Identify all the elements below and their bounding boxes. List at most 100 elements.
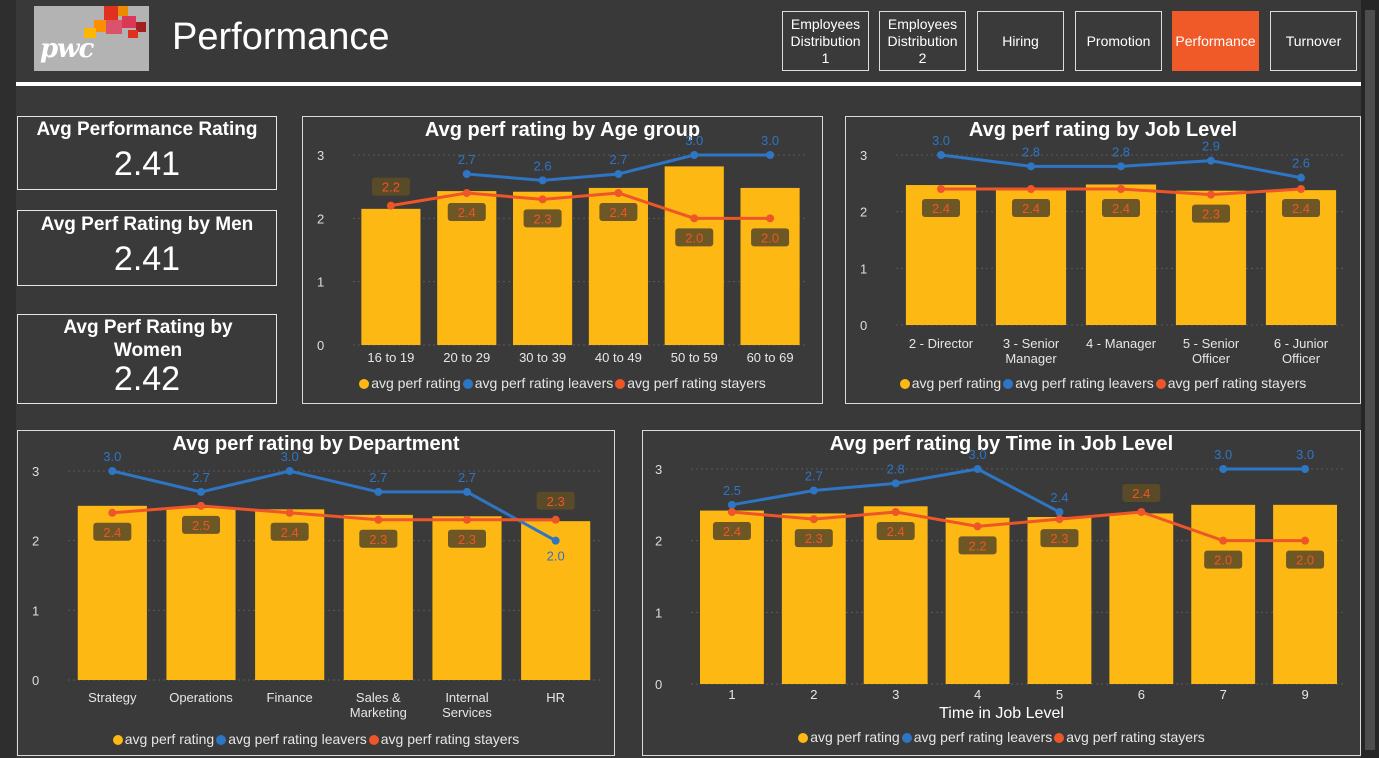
legend-dot-icon: [798, 733, 809, 743]
data-label-stayers: 2.3: [1050, 531, 1068, 546]
legend-label: avg perf rating: [911, 375, 1002, 391]
line-leavers: [111, 469, 557, 542]
legend-item-avg-perf-rating[interactable]: avg perf rating: [112, 731, 215, 747]
point-stayers: [386, 201, 395, 210]
point-stayers: [937, 185, 945, 193]
data-label-stayers: 2.3: [1202, 207, 1220, 222]
y-tick-label: 0: [655, 677, 662, 692]
y-tick-label: 2: [32, 534, 39, 549]
data-label-stayers: 2.2: [382, 180, 400, 195]
scrollbar[interactable]: [1361, 0, 1379, 758]
point-leavers: [108, 467, 117, 475]
label-box: [599, 203, 638, 221]
nav-employees-distribution-1[interactable]: Employees Distribution 1: [782, 11, 869, 71]
point-stayers: [766, 214, 775, 223]
legend-item-avg-perf-rating-stayers[interactable]: avg perf rating stayers: [368, 731, 519, 747]
data-label-stayers: 2.2: [969, 538, 987, 553]
point-stayers: [1027, 185, 1035, 193]
nav-employees-distribution-2[interactable]: Employees Distribution 2: [879, 11, 966, 71]
legend-item-avg-perf-rating-stayers[interactable]: avg perf rating stayers: [615, 375, 766, 391]
category-label: 60 to 69: [747, 350, 794, 365]
nav-promotion[interactable]: Promotion: [1075, 11, 1162, 71]
category-label: 5: [1056, 687, 1063, 702]
point-stayers: [197, 501, 205, 510]
y-tick-label: 0: [32, 673, 39, 688]
legend-item-avg-perf-rating[interactable]: avg perf rating: [798, 729, 900, 745]
data-label-leavers: 2.7: [192, 470, 210, 485]
data-label-leavers: 3.0: [1296, 447, 1314, 462]
point-leavers: [690, 151, 699, 159]
chart-title: Avg perf rating by Job Level: [968, 119, 1238, 141]
data-label-stayers: 2.0: [1296, 553, 1314, 568]
data-label-leavers: 3.0: [969, 447, 987, 462]
logo-wordmark: pwc: [40, 34, 94, 64]
label-box: [1102, 199, 1140, 217]
legend-item-avg-perf-rating[interactable]: avg perf rating: [359, 375, 461, 391]
point-stayers: [1301, 536, 1310, 545]
chart-legend: avg perf rating avg perf rating leavers av…: [18, 731, 614, 747]
legend-item-avg-perf-rating-leavers[interactable]: avg perf rating leavers: [462, 375, 613, 391]
label-box: [1122, 484, 1161, 502]
data-label-stayers: 2.0: [761, 230, 779, 245]
chart-department: Avg perf rating by Department 0 1 2 3 3.0 2.7…: [17, 430, 615, 756]
scrollbar-thumb[interactable]: [1365, 10, 1375, 750]
legend-item-avg-perf-rating-leavers[interactable]: avg perf rating leavers: [1003, 375, 1154, 391]
category-label: 1: [728, 687, 735, 702]
kpi-value: 2.41: [113, 145, 181, 183]
bar-60-to-69: [740, 187, 800, 345]
point-leavers: [462, 170, 471, 178]
legend-item-avg-perf-rating-stayers[interactable]: avg perf rating stayers: [1054, 729, 1205, 745]
kpi-label: Avg Perf Rating by Men: [40, 214, 254, 235]
data-label-leavers: 2.0: [547, 549, 565, 564]
category-label: 2: [810, 687, 817, 702]
nav-performance[interactable]: Performance: [1172, 11, 1259, 71]
header-divider: [16, 82, 1361, 86]
legend-item-avg-perf-rating-leavers[interactable]: avg perf rating leavers: [901, 729, 1052, 745]
legend-item-avg-perf-rating-stayers[interactable]: avg perf rating stayers: [1155, 375, 1306, 391]
data-label-leavers: 2.9: [1202, 139, 1220, 154]
label-box: [1282, 199, 1320, 217]
point-leavers: [1027, 162, 1035, 171]
category-label: 4: [974, 687, 981, 702]
nav-hiring[interactable]: Hiring: [977, 11, 1064, 71]
chart-title: Avg perf rating by Age group: [424, 119, 701, 141]
point-stayers: [614, 189, 623, 197]
point-leavers: [1297, 173, 1305, 182]
label-box: [1012, 199, 1050, 217]
category-label: 7: [1220, 687, 1227, 702]
category-label: Sales &: [356, 690, 401, 705]
data-label-stayers: 2.4: [1132, 486, 1150, 501]
point-stayers: [1055, 515, 1064, 524]
legend-dot-icon: [216, 735, 227, 745]
legend-item-avg-perf-rating-leavers[interactable]: avg perf rating leavers: [216, 731, 367, 747]
y-tick-label: 3: [317, 148, 324, 163]
point-leavers: [937, 151, 945, 159]
point-leavers: [551, 536, 560, 545]
left-border: [0, 0, 16, 758]
label-box: [922, 199, 960, 217]
category-label-line2: Services: [442, 705, 492, 720]
data-label-leavers: 2.4: [1050, 490, 1068, 505]
nav-turnover[interactable]: Turnover: [1270, 11, 1357, 71]
label-box: [371, 177, 410, 196]
category-label-line2: Officer: [1282, 351, 1321, 366]
legend-item-avg-perf-rating[interactable]: avg perf rating: [899, 375, 1002, 391]
data-label-leavers: 2.5: [723, 483, 741, 498]
legend-dot-icon: [1155, 379, 1166, 389]
legend-dot-icon: [1054, 733, 1065, 743]
category-label: 2 - Director: [909, 336, 974, 351]
point-stayers: [551, 515, 560, 524]
point-leavers: [1117, 162, 1125, 171]
point-leavers: [197, 487, 205, 496]
data-label-leavers: 2.8: [1022, 144, 1040, 159]
legend-dot-icon: [615, 379, 626, 389]
point-leavers: [374, 487, 383, 496]
label-box: [536, 491, 575, 510]
category-label: 9: [1301, 687, 1308, 702]
data-label-leavers: 2.7: [458, 470, 476, 485]
legend-label: avg perf rating: [124, 731, 215, 747]
label-box: [270, 522, 309, 541]
data-label-leavers: 3.0: [281, 449, 299, 464]
x-axis-title: Time in Job Level: [939, 705, 1064, 722]
y-tick-label: 2: [860, 205, 867, 220]
